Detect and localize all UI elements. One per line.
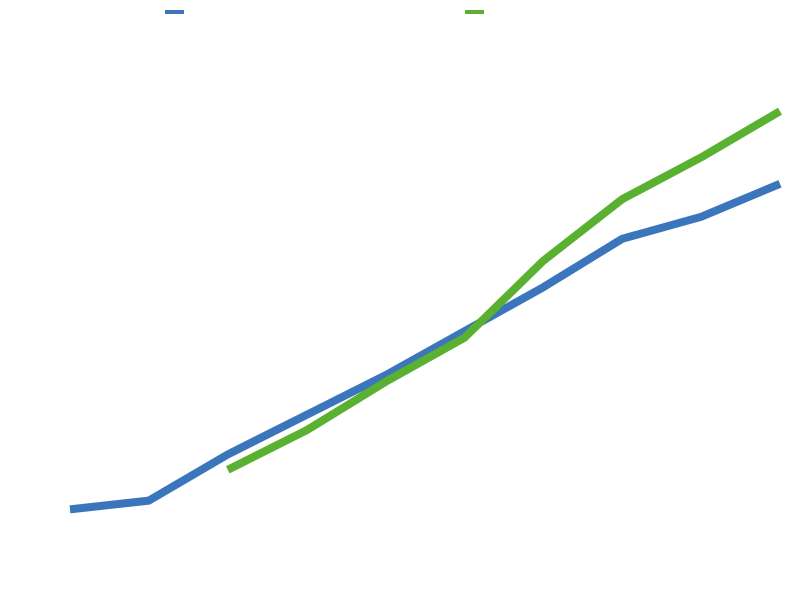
series-line-1	[69, 180, 782, 514]
series-group	[69, 107, 783, 514]
series-line-2	[226, 107, 783, 474]
